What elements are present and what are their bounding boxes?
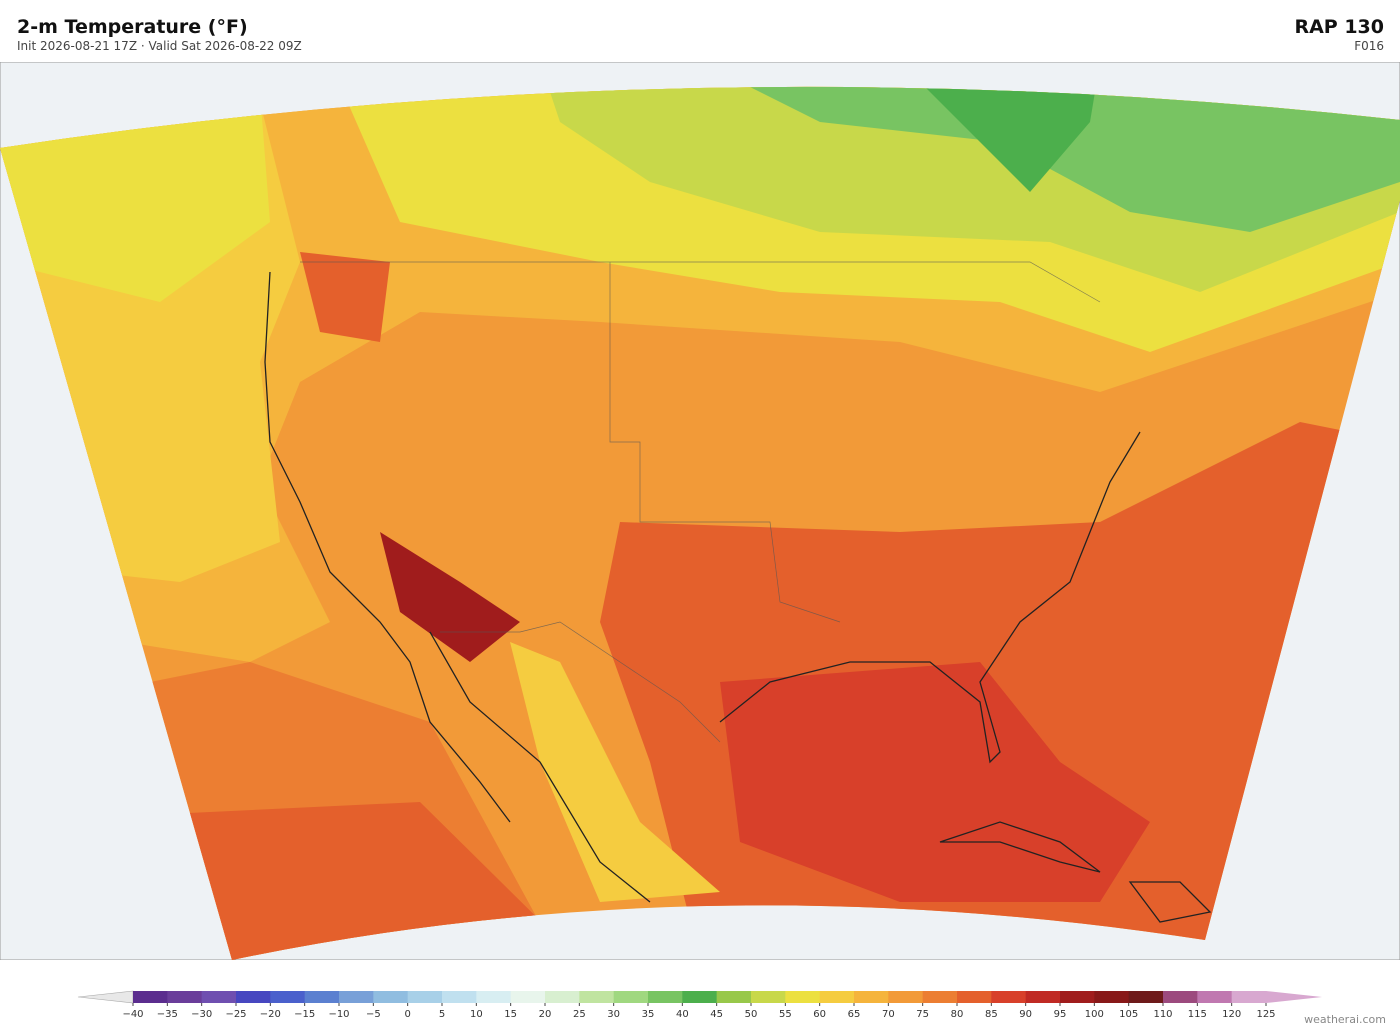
- colorbar-bin: [373, 991, 409, 1003]
- colorbar-tick-label: 110: [1153, 1009, 1172, 1020]
- colorbar-bin: [1231, 991, 1267, 1003]
- colorbar-bin: [167, 991, 203, 1003]
- title: 2-m Temperature (°F): [17, 16, 248, 38]
- colorbar-tick-label: −25: [225, 1009, 246, 1020]
- colorbar-bin: [270, 991, 306, 1003]
- colorbar-bin: [304, 991, 340, 1003]
- colorbar-tick-label: 65: [848, 1009, 861, 1020]
- colorbar-tick-label: −30: [191, 1009, 212, 1020]
- colorbar-tick-label: 35: [642, 1009, 655, 1020]
- colorbar-tick-label: 95: [1054, 1009, 1067, 1020]
- colorbar-tick-label: 60: [813, 1009, 826, 1020]
- colorbar-tick-label: 120: [1222, 1009, 1241, 1020]
- colorbar-bin: [751, 991, 786, 1003]
- colorbar-bin: [339, 991, 374, 1003]
- colorbar-tick-label: 45: [710, 1009, 723, 1020]
- colorbar-tick-label: 75: [916, 1009, 929, 1020]
- colorbar-bin: [236, 991, 271, 1003]
- colorbar-bin: [442, 991, 477, 1003]
- colorbar-bin: [922, 991, 958, 1003]
- colorbar-bin: [510, 991, 546, 1003]
- model: RAP 130: [1294, 16, 1384, 38]
- colorbar-bin: [819, 991, 855, 1003]
- colorbar-bin: [407, 991, 443, 1003]
- forecast-hour: F016: [1354, 39, 1384, 53]
- colorbar-tick-label: 5: [439, 1009, 445, 1020]
- colorbar-tick-label: 105: [1119, 1009, 1138, 1020]
- colorbar-bin: [545, 991, 580, 1003]
- map: [0, 62, 1400, 960]
- colorbar-tick-label: −5: [366, 1009, 381, 1020]
- colorbar-tick-label: 50: [745, 1009, 758, 1020]
- colorbar-tick-label: 90: [1019, 1009, 1032, 1020]
- colorbar-bin: [1128, 991, 1164, 1003]
- colorbar-bin: [1060, 991, 1095, 1003]
- coastlines: [264, 271, 1212, 923]
- colorbar-bin: [1094, 991, 1130, 1003]
- colorbar-bin: [682, 991, 718, 1003]
- colorbar-tick-label: −35: [157, 1009, 178, 1020]
- colorbar-bin: [957, 991, 992, 1003]
- colorbar-bin: [854, 991, 889, 1003]
- header: 2-m Temperature (°F) Init 2026-08-21 17Z…: [0, 0, 1400, 62]
- colorbar-bin: [1025, 991, 1061, 1003]
- colorbar-tick-label: 55: [779, 1009, 792, 1020]
- colorbar-tick-label: 80: [951, 1009, 964, 1020]
- colorbar-tick-label: 30: [607, 1009, 620, 1020]
- colorbar-bin: [579, 991, 615, 1003]
- colorbar-bin: [201, 991, 237, 1003]
- colorbar-bin: [1197, 991, 1233, 1003]
- colorbar-tick-label: 0: [404, 1009, 410, 1020]
- colorbar-tick-label: 70: [882, 1009, 895, 1020]
- colorbar-bin: [1163, 991, 1198, 1003]
- colorbar-tick-label: 85: [985, 1009, 998, 1020]
- colorbar-tick-label: −15: [294, 1009, 315, 1020]
- colorbar-tick-label: 20: [539, 1009, 552, 1020]
- colorbar-tick-label: 25: [573, 1009, 586, 1020]
- credit: weatherai.com: [1304, 1013, 1386, 1026]
- colorbar-tick-label: 125: [1256, 1009, 1275, 1020]
- colorbar-tick-label: −10: [328, 1009, 349, 1020]
- colorbar-bin: [648, 991, 683, 1003]
- over-triangle: [1266, 991, 1322, 1003]
- colorbar-bin: [785, 991, 821, 1003]
- borders: [300, 261, 1101, 743]
- colorbar-bin: [613, 991, 649, 1003]
- colorbar-tick-label: 10: [470, 1009, 483, 1020]
- colorbar-tick-label: 115: [1188, 1009, 1207, 1020]
- temperature-field: [0, 86, 1400, 960]
- colorbar-tick-label: 40: [676, 1009, 689, 1020]
- under-triangle: [77, 990, 134, 1004]
- colorbar-bin: [888, 991, 924, 1003]
- colorbar-bin: [476, 991, 512, 1003]
- colorbar-tick-label: 15: [504, 1009, 517, 1020]
- colorbar-bin: [716, 991, 752, 1003]
- colorbar-bin: [991, 991, 1027, 1003]
- colorbar-tick-label: −20: [260, 1009, 281, 1020]
- colorbar-tick-label: −40: [122, 1009, 143, 1020]
- colorbar-tick-label: 100: [1085, 1009, 1104, 1020]
- subtitle: Init 2026-08-21 17Z · Valid Sat 2026-08-…: [17, 39, 302, 53]
- colorbar-bin: [133, 991, 168, 1003]
- colorbar: −40 −35 −30 −25 −20 −15 −10 −5 0 5 10 15 20 25 30 35 40 4…: [77, 990, 1322, 1020]
